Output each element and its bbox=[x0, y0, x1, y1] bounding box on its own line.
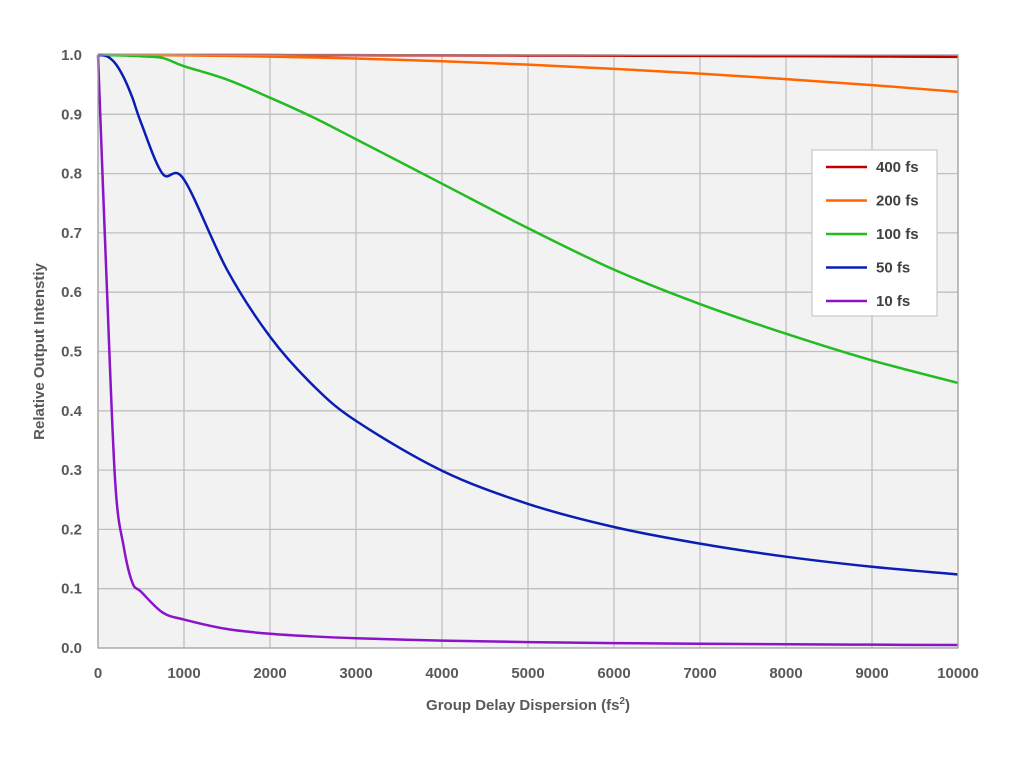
y-tick-label: 0.9 bbox=[61, 106, 82, 123]
y-axis-title: Relative Output Intenstiy bbox=[31, 263, 48, 440]
y-tick-label: 0.4 bbox=[61, 403, 83, 420]
x-tick-label: 8000 bbox=[769, 665, 802, 682]
y-tick-label: 0.6 bbox=[61, 284, 82, 301]
legend: 400 fs 200 fs 100 fs 50 fs 10 fs bbox=[811, 149, 938, 317]
x-tick-label: 0 bbox=[94, 665, 102, 682]
legend-label: 50 fs bbox=[876, 260, 910, 277]
x-axis-title-sup: 2 bbox=[619, 696, 625, 707]
x-tick-labels: 0 1000 2000 3000 4000 5000 6000 7000 8000 9000 100… bbox=[94, 665, 979, 682]
x-tick-label: 6000 bbox=[597, 665, 630, 682]
x-tick-label: 2000 bbox=[253, 665, 286, 682]
y-tick-label: 0.7 bbox=[61, 225, 82, 242]
y-tick-label: 0.0 bbox=[61, 640, 82, 657]
y-tick-label: 0.1 bbox=[61, 581, 82, 598]
x-tick-label: 10000 bbox=[937, 665, 979, 682]
x-tick-label: 3000 bbox=[339, 665, 372, 682]
legend-label: 100 fs bbox=[876, 226, 919, 243]
x-tick-label: 7000 bbox=[683, 665, 716, 682]
series-line-50-fs bbox=[97, 53, 959, 576]
x-tick-label: 9000 bbox=[855, 665, 888, 682]
legend-label: 200 fs bbox=[876, 193, 919, 210]
y-tick-label: 0.8 bbox=[61, 166, 82, 183]
x-tick-label: 5000 bbox=[511, 665, 544, 682]
y-tick-label: 0.5 bbox=[61, 344, 82, 361]
x-tick-label: 4000 bbox=[425, 665, 458, 682]
y-tick-label: 0.2 bbox=[61, 521, 82, 538]
y-tick-label: 0.3 bbox=[61, 462, 82, 479]
x-axis-title-main: Group Delay Dispersion (fs bbox=[426, 697, 619, 714]
y-tick-label: 1.0 bbox=[61, 47, 82, 64]
plot-border bbox=[97, 54, 959, 649]
y-tick-labels: 0.0 0.1 0.2 0.3 0.4 0.5 0.6 0.7 0.8 0.9 1.0 bbox=[61, 47, 83, 657]
series-line-10-fs bbox=[96, 54, 959, 647]
x-axis-title: Group Delay Dispersion (fs2) bbox=[426, 696, 630, 714]
legend-label: 10 fs bbox=[876, 293, 910, 310]
x-axis-title-close: ) bbox=[625, 697, 630, 714]
x-tick-label: 1000 bbox=[167, 665, 200, 682]
legend-label: 400 fs bbox=[876, 159, 919, 176]
